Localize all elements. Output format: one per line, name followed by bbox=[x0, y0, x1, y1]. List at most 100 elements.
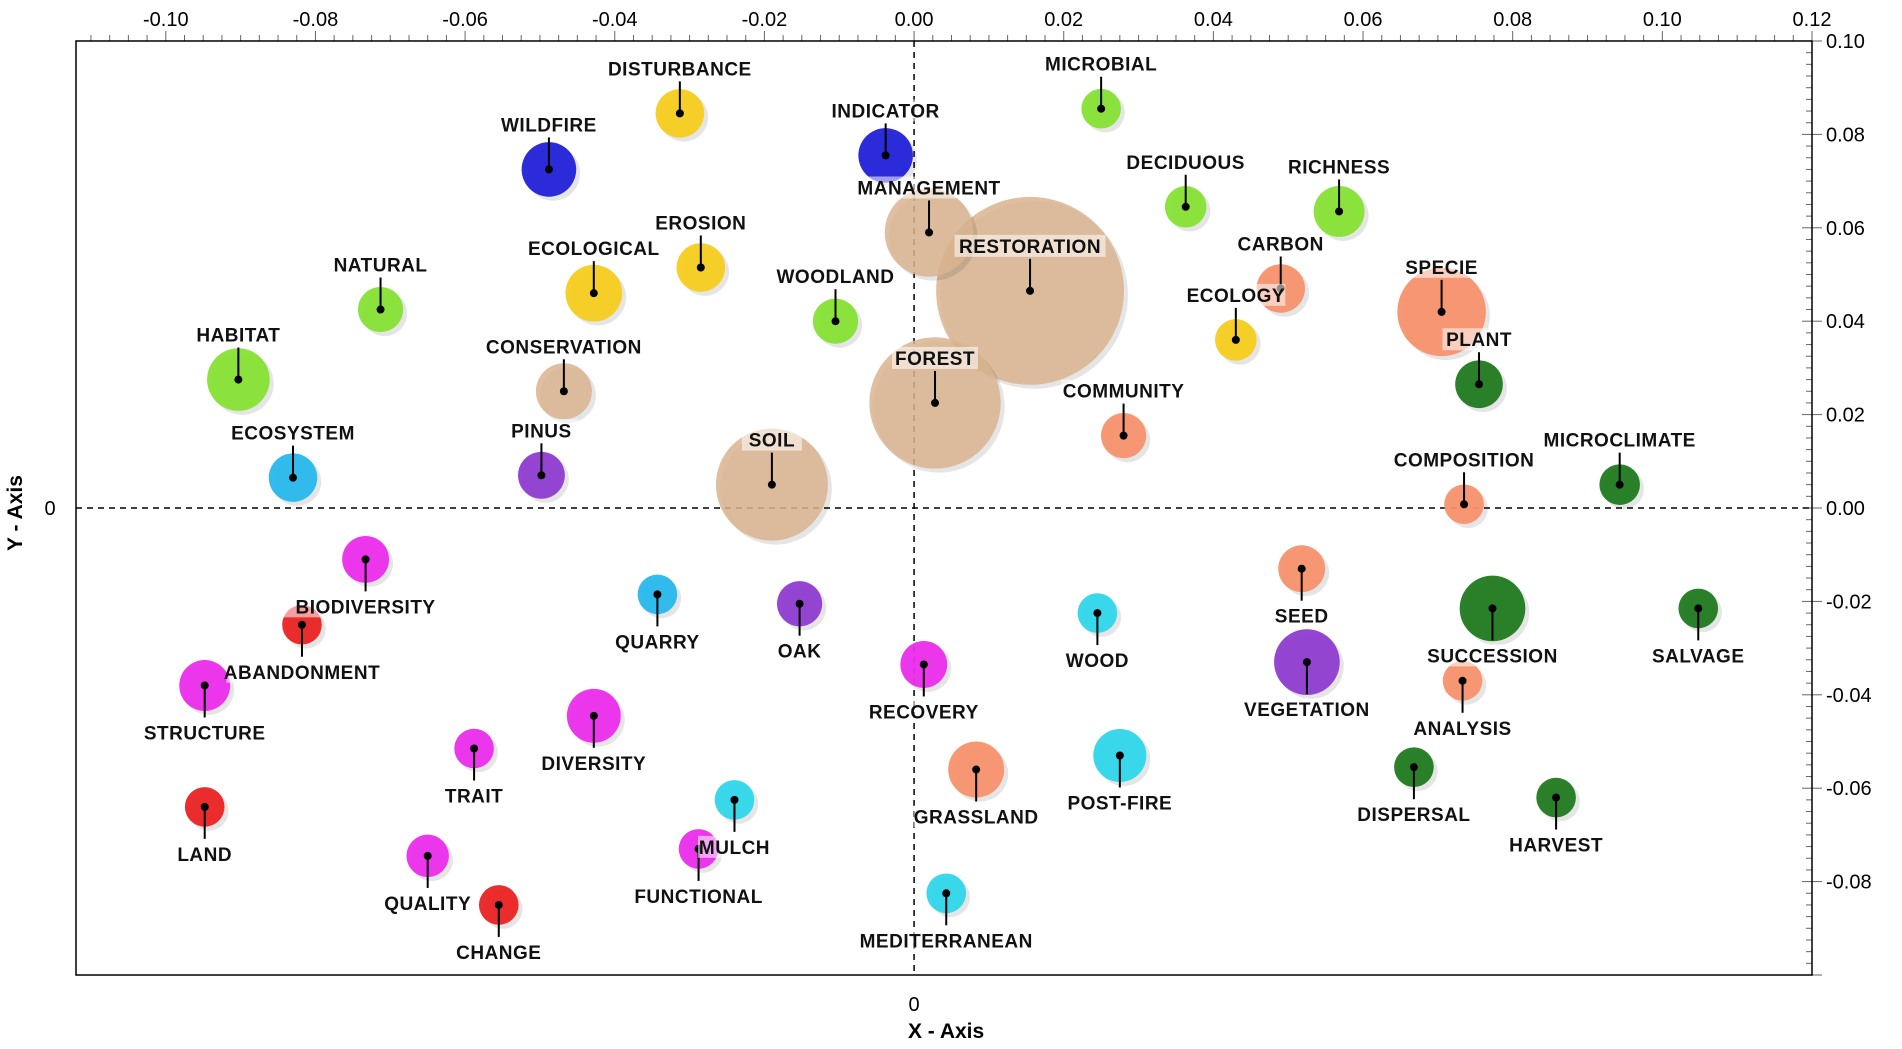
label-bg-wood bbox=[1067, 649, 1128, 672]
center-dot-recovery bbox=[919, 660, 928, 669]
label-wood: WOOD bbox=[1066, 651, 1129, 672]
y-tick-label: 0.00 bbox=[1826, 498, 1865, 520]
label-erosion: EROSION bbox=[655, 213, 746, 234]
label-composition: COMPOSITION bbox=[1394, 450, 1535, 471]
label-community: COMMUNITY bbox=[1063, 382, 1185, 403]
label-bg-wildfire bbox=[492, 113, 605, 136]
x-origin-label: 0 bbox=[909, 994, 920, 1016]
label-ecology: ECOLOGY bbox=[1187, 286, 1286, 307]
x-tick-label: -0.08 bbox=[293, 9, 339, 31]
label-bg-analysis bbox=[1406, 716, 1519, 739]
center-dot-forest bbox=[931, 398, 940, 407]
label-bg-dispersal bbox=[1351, 803, 1477, 826]
label-indicator: INDICATOR bbox=[831, 101, 939, 122]
axis-labels: X - Axis Y - Axis 0 0 bbox=[4, 475, 984, 1043]
label-bg-succession bbox=[1423, 644, 1562, 667]
center-dot-trait bbox=[470, 744, 479, 753]
label-bg-diversity bbox=[531, 751, 657, 774]
label-bg-ecosystem bbox=[230, 421, 356, 444]
x-tick-label: 0.02 bbox=[1044, 9, 1083, 31]
center-dot-salvage bbox=[1694, 604, 1703, 613]
label-bg-deciduous bbox=[1123, 150, 1249, 173]
center-dot-seed bbox=[1297, 564, 1306, 573]
center-dot-grassland bbox=[972, 765, 981, 774]
x-tick-label: 0.12 bbox=[1793, 9, 1832, 31]
center-dot-wood bbox=[1093, 609, 1102, 618]
center-dot-microbial bbox=[1097, 104, 1106, 113]
y-origin-label: 0 bbox=[44, 498, 55, 520]
y-tick-label: -0.06 bbox=[1826, 778, 1872, 800]
label-bg-abandonment bbox=[226, 660, 378, 683]
label-bg-woodland bbox=[779, 265, 892, 288]
label-bg-quarry bbox=[614, 630, 701, 653]
x-tick-label: 0.04 bbox=[1194, 9, 1233, 31]
y-tick-label: 0.10 bbox=[1826, 31, 1865, 53]
label-natural: NATURAL bbox=[334, 256, 428, 277]
center-dot-soil bbox=[767, 480, 776, 489]
label-soil: SOIL bbox=[749, 431, 795, 452]
label-bg-community bbox=[1061, 379, 1187, 402]
x-tick-label: 0.08 bbox=[1493, 9, 1532, 31]
label-bg-salvage bbox=[1648, 644, 1748, 667]
label-bg-forest bbox=[892, 346, 979, 369]
label-habitat: HABITAT bbox=[196, 326, 280, 347]
label-bg-biodiversity bbox=[283, 595, 448, 618]
center-dot-habitat bbox=[234, 375, 243, 384]
label-vegetation: VEGETATION bbox=[1244, 700, 1370, 721]
axis-ticks: -0.10 -0.08 -0.06 -0.04 -0.02 0.00 0.02 0.04 0.0… bbox=[90, 9, 1872, 976]
label-bg-functional bbox=[629, 884, 768, 907]
center-dot-land bbox=[200, 802, 209, 811]
label-succession: SUCCESSION bbox=[1427, 646, 1558, 667]
center-dot-richness bbox=[1335, 207, 1344, 216]
label-bg-ecology bbox=[1186, 283, 1286, 306]
center-dot-ecology bbox=[1231, 335, 1240, 344]
label-bg-oak bbox=[776, 639, 824, 662]
label-ecological: ECOLOGICAL bbox=[528, 239, 660, 260]
label-biodiversity: BIODIVERSITY bbox=[296, 597, 436, 618]
center-dot-quality bbox=[423, 851, 432, 860]
label-mulch: MULCH bbox=[699, 838, 770, 859]
label-bg-plant bbox=[1442, 328, 1516, 351]
center-dot-biodiversity bbox=[361, 555, 370, 564]
center-dot-wildfire bbox=[544, 165, 553, 174]
label-forest: FOREST bbox=[895, 349, 975, 370]
label-quarry: QUARRY bbox=[615, 632, 700, 653]
label-salvage: SALVAGE bbox=[1652, 646, 1745, 667]
label-carbon: CARBON bbox=[1238, 235, 1324, 256]
label-management: MANAGEMENT bbox=[857, 178, 1000, 199]
label-specie: SPECIE bbox=[1405, 258, 1478, 279]
label-mediterranean: MEDITERRANEAN bbox=[860, 931, 1033, 952]
center-dot-specie bbox=[1437, 307, 1446, 316]
center-dot-analysis bbox=[1458, 676, 1467, 685]
label-bg-indicator bbox=[823, 99, 949, 122]
label-land: LAND bbox=[177, 845, 232, 866]
x-tick-label: -0.02 bbox=[742, 9, 788, 31]
x-tick-label: -0.06 bbox=[442, 9, 488, 31]
label-post-fire: POST-FIRE bbox=[1067, 794, 1172, 815]
y-tick-label: 0.08 bbox=[1826, 124, 1865, 146]
center-dot-woodland bbox=[831, 317, 840, 326]
label-microclimate: MICROCLIMATE bbox=[1544, 431, 1696, 452]
center-dot-natural bbox=[376, 305, 385, 314]
center-dot-mediterranean bbox=[942, 889, 951, 898]
label-bg-soil bbox=[741, 428, 802, 451]
center-dot-community bbox=[1119, 431, 1128, 440]
label-bg-erosion bbox=[651, 211, 751, 234]
label-bg-disturbance bbox=[604, 57, 756, 80]
y-tick-label: -0.04 bbox=[1826, 685, 1872, 707]
label-conservation: CONSERVATION bbox=[486, 337, 642, 358]
label-dispersal: DISPERSAL bbox=[1357, 805, 1470, 826]
label-disturbance: DISTURBANCE bbox=[608, 59, 752, 80]
label-bg-restoration bbox=[954, 234, 1106, 257]
center-dot-abandonment bbox=[297, 620, 306, 629]
center-dot-restoration bbox=[1026, 286, 1035, 295]
label-bg-carbon bbox=[1237, 232, 1324, 255]
label-recovery: RECOVERY bbox=[869, 702, 979, 723]
center-dot-erosion bbox=[696, 263, 705, 272]
label-restoration: RESTORATION bbox=[959, 237, 1101, 258]
x-tick-label: -0.10 bbox=[143, 9, 189, 31]
x-axis-title: X - Axis bbox=[908, 1020, 984, 1043]
label-bg-post-fire bbox=[1057, 791, 1183, 814]
label-harvest: HARVEST bbox=[1509, 836, 1603, 857]
